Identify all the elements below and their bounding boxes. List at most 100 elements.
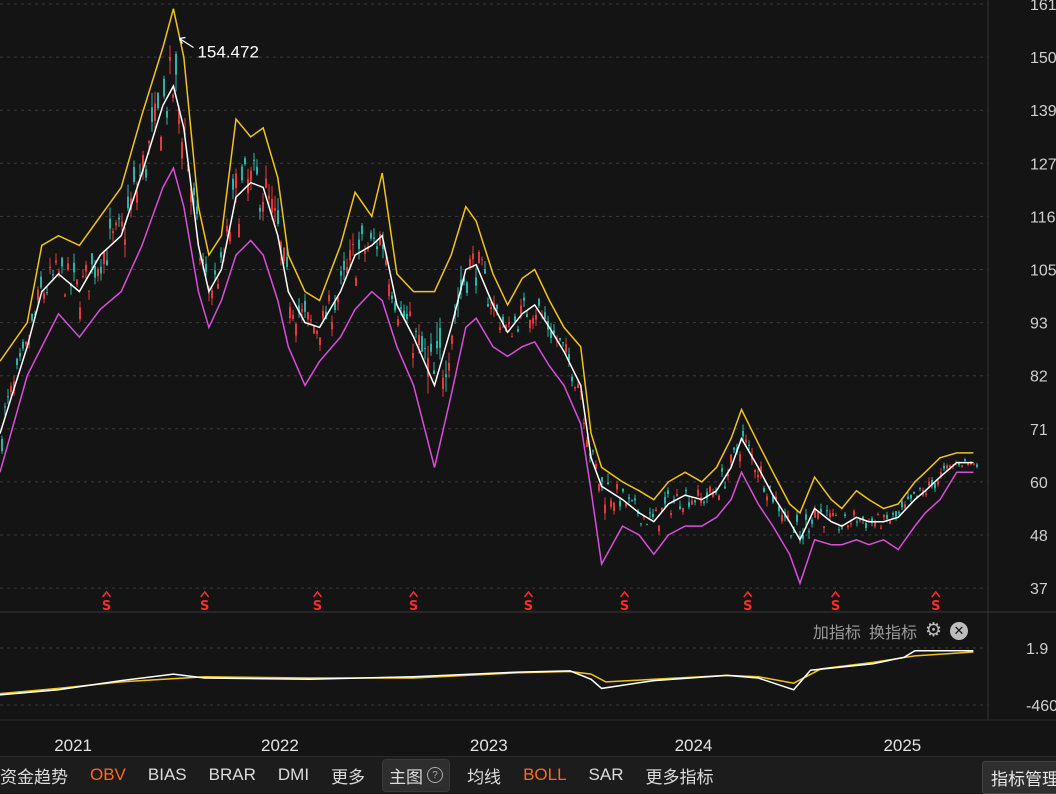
candle-body [244, 158, 246, 165]
candle-body [466, 282, 468, 293]
indicator-tab-fund-trend[interactable]: 资金趋势 [0, 767, 68, 787]
indicator-tab-brar[interactable]: BRAR [208, 765, 256, 784]
candle-body [157, 92, 159, 109]
candle-body [109, 218, 111, 229]
candle-body [460, 279, 462, 291]
main-chart-button[interactable]: 主图 ? [382, 758, 451, 792]
candle-body [607, 482, 609, 485]
candle-body [112, 231, 114, 234]
candle-body [610, 500, 612, 507]
signal-label: S [102, 599, 111, 614]
indicator-manage-button[interactable]: 指标管理 [982, 761, 1056, 794]
candle-body [865, 522, 867, 528]
gear-icon[interactable]: ⚙ [924, 620, 942, 641]
signal-marker: S [831, 590, 840, 614]
candle-body [427, 357, 429, 377]
candle-body [292, 314, 294, 319]
candle-body [934, 483, 936, 489]
candle-body [640, 523, 642, 525]
candle-body [403, 310, 405, 319]
main-tab-ma[interactable]: 均线 [467, 767, 502, 787]
candle-body [79, 307, 81, 320]
candle-body [370, 232, 372, 239]
candle-body [385, 260, 387, 265]
candle-body [202, 259, 204, 264]
y-tick-label: 82 [1030, 369, 1048, 386]
candle-body [496, 304, 498, 309]
candle-body [220, 252, 222, 258]
candle-body [832, 512, 834, 516]
candle-body [211, 290, 213, 299]
candle-body [658, 525, 660, 532]
indicator-tab-more[interactable]: 更多 [331, 767, 366, 787]
help-icon[interactable]: ? [427, 767, 444, 783]
signal-marker: S [313, 590, 322, 614]
signal-marker: S [102, 590, 111, 614]
signal-caret [619, 590, 630, 598]
indicator-tab-bias[interactable]: BIAS [147, 765, 187, 784]
candle-body [964, 458, 966, 461]
candle-body [433, 370, 435, 374]
candle-body [307, 312, 309, 320]
candle-body [289, 306, 291, 319]
signal-label: S [831, 599, 840, 614]
candle-body [604, 504, 606, 514]
candle-body [319, 337, 321, 346]
candle-body [712, 492, 714, 497]
candle-body [838, 529, 840, 531]
main-tab-sar[interactable]: SAR [588, 765, 624, 784]
candle-body [124, 239, 126, 245]
candle-body [343, 260, 345, 270]
candle-body [793, 529, 795, 533]
candle-body [472, 253, 474, 260]
candle-body [961, 465, 963, 467]
candle-body [889, 521, 891, 524]
signal-label: S [200, 599, 209, 614]
candle-body [226, 225, 228, 232]
candle-body [514, 316, 516, 322]
candle-body [229, 232, 231, 242]
signal-marker: S [409, 590, 418, 614]
candle-body [880, 527, 882, 529]
candle-body [106, 260, 108, 266]
candle-body [595, 464, 597, 469]
main-tab-boll[interactable]: BOLL [523, 765, 567, 784]
close-icon[interactable]: ✕ [950, 622, 968, 640]
candle-body [103, 251, 105, 265]
stock-chart[interactable]: 161 150 139 127 116 105 93 82 71 60 48 37 2021 2022 20… [0, 0, 1056, 756]
y-tick-label: 139 [1030, 103, 1056, 120]
candle-body [238, 224, 240, 238]
candle-body [676, 494, 678, 497]
candle-body [883, 514, 885, 518]
candle-body [205, 263, 207, 272]
candle-body [40, 276, 42, 288]
candle-body [844, 514, 846, 516]
y-tick-label: 161 [1030, 0, 1056, 14]
signal-label: S [409, 599, 418, 614]
candle-body [760, 466, 762, 473]
candle-body [163, 78, 165, 97]
candle-body [442, 377, 444, 389]
candle-body [571, 376, 573, 382]
signal-caret [523, 590, 534, 598]
candle-body [778, 506, 780, 512]
candle-body [775, 496, 777, 500]
candle-body [853, 510, 855, 516]
candle-body [286, 256, 288, 267]
y-tick-label: 150 [1030, 50, 1056, 67]
candle-body [10, 385, 12, 393]
y-tick-label: 116 [1030, 209, 1056, 226]
candle-body [31, 313, 33, 321]
indicator-tab-dmi[interactable]: DMI [277, 765, 310, 784]
swap-indicator-button[interactable]: 换指标 [868, 625, 917, 642]
add-indicator-button[interactable]: 加指标 [812, 625, 861, 642]
candle-body [694, 500, 696, 503]
candle-body [154, 103, 156, 121]
indicator-tab-obv[interactable]: OBV [90, 765, 126, 784]
indicator-tools: 加指标 换指标 ⚙ ✕ [813, 619, 968, 643]
candle-body [544, 312, 546, 319]
candle-body [940, 472, 942, 477]
main-tab-more-indicators[interactable]: 更多指标 [645, 767, 714, 787]
candle-body [97, 269, 99, 276]
candle-body [517, 329, 519, 332]
